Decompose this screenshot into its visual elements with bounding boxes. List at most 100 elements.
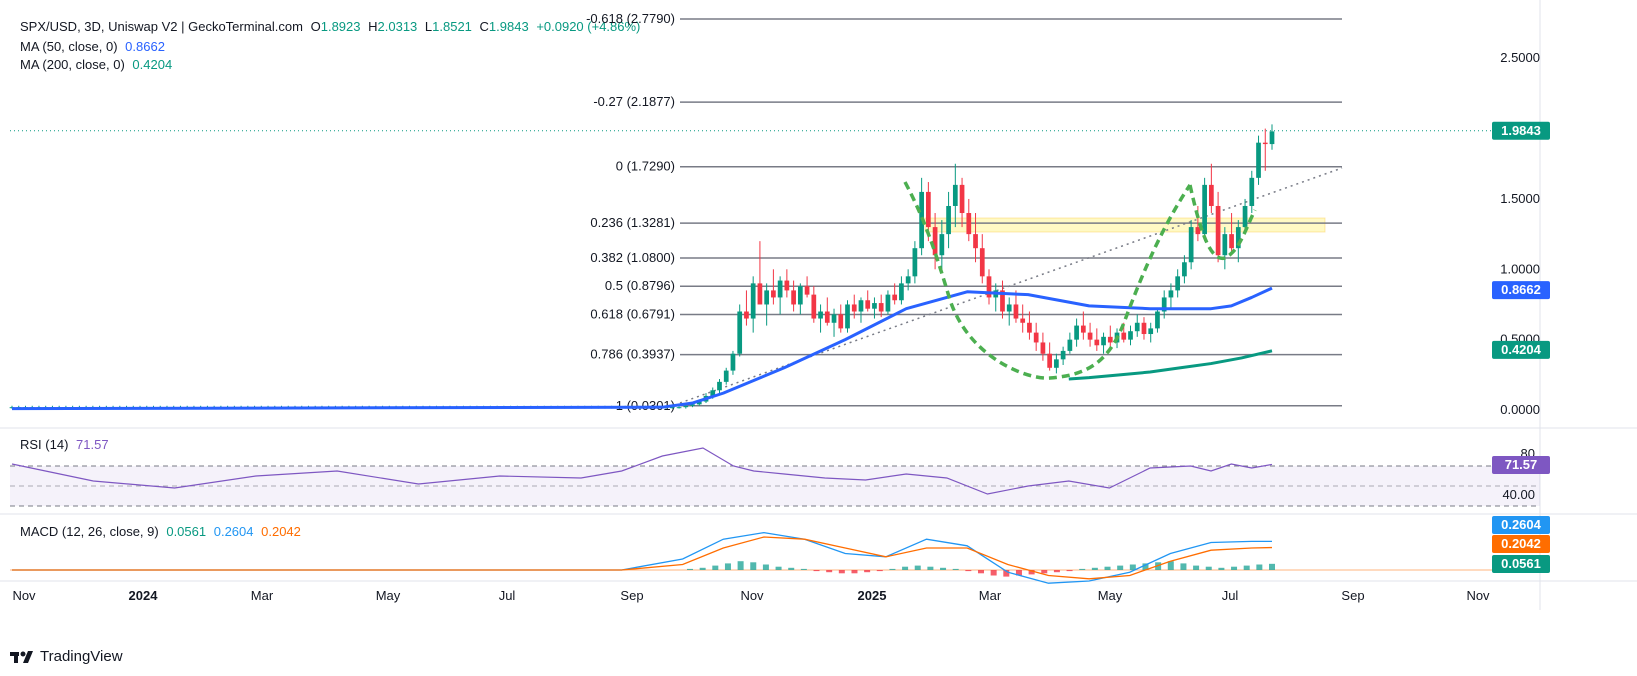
candle-body xyxy=(824,311,830,323)
candle-body xyxy=(777,280,783,298)
macd-histogram-bar xyxy=(978,570,984,574)
candle-body xyxy=(858,300,864,312)
candle-body xyxy=(784,280,790,291)
signal-line xyxy=(12,536,1273,580)
ma50-legend[interactable]: MA (50, close, 0) 0.8662 xyxy=(20,39,169,54)
axes[interactable]: 0.00000.50001.00001.50002.50008040.00Nov… xyxy=(12,50,1540,603)
candle-body xyxy=(811,294,817,319)
candle-body xyxy=(1229,234,1234,249)
macd-histogram-bar xyxy=(788,567,795,570)
macd-histogram-tag-bg xyxy=(1492,555,1550,573)
candle-body xyxy=(818,311,823,319)
macd-histogram-bar xyxy=(902,566,909,570)
fib-level-label: -0.27 (2.1877) xyxy=(593,94,675,109)
time-axis-tick: Jul xyxy=(499,588,516,603)
candle-body xyxy=(690,404,695,406)
candle-body xyxy=(710,390,716,396)
time-axis-tick: Nov xyxy=(12,588,36,603)
candle-body xyxy=(676,407,682,409)
candle-body xyxy=(1107,336,1113,343)
candle-body xyxy=(744,311,749,319)
macd-legend[interactable]: MACD (12, 26, close, 9) 0.0561 0.2604 0.… xyxy=(20,524,305,539)
macd-histogram-bar xyxy=(712,565,719,570)
candle-body xyxy=(973,234,978,249)
candle-body xyxy=(696,401,702,405)
macd-histogram-bar xyxy=(1079,568,1086,570)
yellow-zone xyxy=(924,217,1326,233)
ma50-tag: 0.8662 xyxy=(1501,282,1541,297)
macd-label: MACD (12, 26, close, 9) xyxy=(20,524,159,539)
candle-body xyxy=(851,304,857,312)
macd-histogram-bar xyxy=(1193,565,1200,570)
macd-histogram-bar xyxy=(1205,566,1212,570)
candle-body xyxy=(717,381,722,391)
candle-body xyxy=(1101,336,1106,346)
close-value: 1.9843 xyxy=(488,19,529,34)
macd-histogram-bar xyxy=(851,570,858,574)
candle-body xyxy=(1087,332,1093,340)
macd-histogram-bar xyxy=(1243,565,1250,570)
time-axis-tick: 2025 xyxy=(858,588,887,603)
cup-pattern[interactable] xyxy=(903,181,1257,380)
macd-histogram-bar xyxy=(1269,563,1275,570)
macd-histogram-bar xyxy=(1104,566,1111,570)
macd-histogram-value: 0.0561 xyxy=(166,524,207,539)
macd-histogram-bar xyxy=(1231,566,1238,570)
ma200-line xyxy=(1068,349,1273,381)
candle-body xyxy=(1202,184,1207,235)
macd-histogram-bar xyxy=(889,568,896,570)
candle-body xyxy=(1134,322,1140,332)
ma50-value: 0.8662 xyxy=(125,39,165,54)
ma200-legend[interactable]: MA (200, close, 0) 0.4204 xyxy=(20,57,176,72)
candle-body xyxy=(1020,318,1026,323)
candle-body xyxy=(926,191,931,228)
fib-level-label: 0.382 (1.0800) xyxy=(590,250,675,265)
macd-line-tag: 0.2604 xyxy=(1501,517,1542,532)
last-price-tag-bg xyxy=(1492,121,1550,140)
symbol-title[interactable]: SPX/USD, 3D, Uniswap V2 | GeckoTerminal.… xyxy=(20,19,303,34)
candle-body xyxy=(1067,339,1073,351)
candle-body xyxy=(1262,142,1268,145)
time-axis-tick: Mar xyxy=(979,588,1002,603)
macd-histogram-bar xyxy=(1129,564,1136,570)
price-axis-tick: 1.0000 xyxy=(1500,261,1540,276)
candle-body xyxy=(1269,131,1275,145)
moving-averages[interactable] xyxy=(11,286,1273,411)
rsi-line[interactable] xyxy=(11,447,1273,495)
candle-body xyxy=(723,370,729,382)
tradingview-logo[interactable]: TradingView xyxy=(10,648,123,665)
last-price-tag: 1.9843 xyxy=(1501,123,1541,138)
macd-histogram-bar xyxy=(1066,570,1073,572)
fib-level-label: -0.618 (2.7790) xyxy=(586,11,675,26)
time-axis-tick: Nov xyxy=(1466,588,1490,603)
candle-body xyxy=(1040,342,1046,354)
rsi-tag-bg xyxy=(1492,456,1550,474)
candle-body xyxy=(804,286,810,295)
candle-body xyxy=(959,184,965,214)
fib-level-label: 0.236 (1.3281) xyxy=(590,215,675,230)
candle-body xyxy=(771,290,776,298)
ma200-tag: 0.4204 xyxy=(1501,342,1542,357)
trend-line[interactable] xyxy=(10,130,1540,404)
macd-signal-tag: 0.2042 xyxy=(1501,536,1541,551)
rsi-polyline xyxy=(11,447,1273,495)
macd-histogram-bar xyxy=(750,562,757,570)
cup-handle-curve xyxy=(1188,184,1257,260)
candle-body xyxy=(1256,142,1261,178)
candle-body xyxy=(1249,177,1255,206)
candle-body xyxy=(764,290,770,305)
candle-body xyxy=(1195,227,1201,235)
fib-level-label: 0 (1.7290) xyxy=(616,159,675,174)
rsi-legend[interactable]: RSI (14) 71.57 xyxy=(20,437,113,452)
macd-histogram-bar xyxy=(737,561,744,570)
macd-histogram-bar xyxy=(1028,570,1035,575)
fib-level-label: 1 (0.0301) xyxy=(616,398,675,413)
candle-body xyxy=(979,248,985,277)
candle-body xyxy=(1182,262,1187,277)
rsi-tag: 71.57 xyxy=(1505,457,1538,472)
candle-body xyxy=(1121,332,1127,340)
candle-body xyxy=(865,300,871,309)
macd-pane[interactable] xyxy=(10,531,1540,584)
ma200-label: MA (200, close, 0) xyxy=(20,57,125,72)
